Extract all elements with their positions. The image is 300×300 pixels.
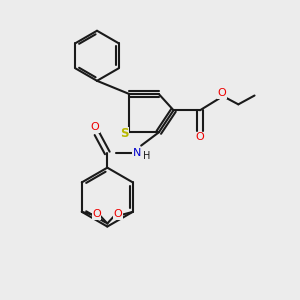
- Text: N: N: [133, 148, 141, 158]
- Text: O: O: [92, 209, 101, 219]
- Text: H: H: [143, 151, 151, 161]
- Text: S: S: [120, 127, 128, 140]
- Text: O: O: [196, 132, 204, 142]
- Text: O: O: [90, 122, 99, 132]
- Text: O: O: [114, 209, 122, 219]
- Text: O: O: [218, 88, 226, 98]
